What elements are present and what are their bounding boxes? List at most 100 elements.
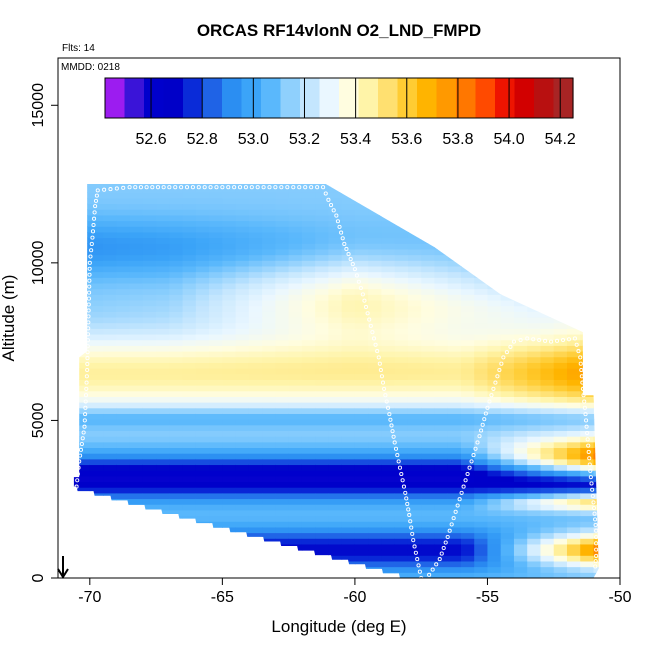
y-axis: 0 5000 10000 15000 bbox=[30, 83, 58, 582]
track-point bbox=[525, 336, 530, 341]
colorbar-swatch bbox=[456, 78, 477, 118]
track-point bbox=[360, 292, 365, 297]
colorbar-swatch bbox=[397, 78, 418, 118]
track-point bbox=[350, 262, 355, 267]
track-point bbox=[87, 290, 92, 295]
track-point bbox=[430, 567, 435, 572]
track-point bbox=[334, 213, 339, 218]
track-point bbox=[92, 216, 97, 221]
track-point bbox=[531, 337, 536, 342]
track-point bbox=[383, 393, 388, 398]
track-point bbox=[202, 185, 207, 190]
colorbar-swatch bbox=[202, 78, 223, 118]
track-point bbox=[554, 338, 560, 343]
track-point bbox=[190, 185, 195, 190]
track-point bbox=[393, 446, 399, 451]
track-point bbox=[90, 235, 95, 240]
track-point bbox=[461, 484, 466, 489]
track-point bbox=[94, 193, 99, 198]
track-point bbox=[84, 380, 89, 385]
track-point bbox=[249, 185, 254, 190]
track-point bbox=[87, 266, 92, 271]
track-point bbox=[511, 339, 517, 344]
colorbar-swatch bbox=[378, 78, 399, 118]
x-axis-label: Longitude (deg E) bbox=[271, 617, 406, 636]
x-axis: -70 -65 -60 -55 -50 bbox=[78, 577, 632, 606]
track-point bbox=[417, 569, 422, 574]
track-point bbox=[560, 338, 566, 343]
track-point bbox=[344, 246, 349, 252]
track-point bbox=[451, 516, 456, 521]
track-point bbox=[297, 185, 302, 190]
track-point bbox=[410, 531, 415, 536]
colorbar-tick-label: 54.2 bbox=[545, 131, 576, 148]
track-point bbox=[588, 475, 593, 480]
track-point bbox=[78, 453, 83, 458]
track-point bbox=[485, 405, 490, 410]
track-point bbox=[226, 185, 231, 190]
track-point bbox=[405, 501, 410, 506]
track-point bbox=[380, 380, 386, 385]
colorbar-tick-label: 54.0 bbox=[493, 131, 524, 148]
track-point bbox=[453, 509, 458, 514]
track-point bbox=[86, 314, 91, 319]
track-point bbox=[267, 185, 272, 190]
track-point bbox=[363, 304, 369, 310]
track-point bbox=[220, 185, 225, 190]
track-point bbox=[323, 191, 328, 196]
x-tick-label: -65 bbox=[211, 589, 234, 606]
track-point bbox=[589, 481, 594, 486]
track-point bbox=[127, 185, 132, 190]
track-point bbox=[483, 411, 488, 416]
track-point bbox=[583, 412, 588, 417]
colorbar-tick-label: 53.6 bbox=[391, 131, 422, 148]
track-point bbox=[593, 559, 598, 564]
track-point bbox=[508, 344, 513, 349]
track-point bbox=[406, 507, 411, 512]
track-point bbox=[588, 468, 593, 473]
track-point bbox=[75, 478, 80, 483]
track-point bbox=[397, 465, 403, 470]
track-point bbox=[83, 399, 88, 404]
track-point bbox=[85, 344, 90, 349]
track-point bbox=[89, 248, 94, 253]
track-point bbox=[328, 203, 334, 208]
track-point bbox=[92, 210, 97, 215]
track-point bbox=[91, 222, 96, 228]
colorbar-swatch bbox=[222, 78, 243, 118]
track-point bbox=[303, 185, 308, 190]
track-point bbox=[385, 405, 391, 410]
track-point bbox=[89, 241, 94, 246]
track-point bbox=[95, 188, 100, 193]
track-point bbox=[144, 185, 149, 190]
track-point bbox=[87, 284, 92, 289]
track-point bbox=[83, 405, 88, 410]
heatmap bbox=[63, 184, 599, 578]
track-point bbox=[232, 185, 237, 190]
track-point bbox=[591, 505, 597, 511]
track-point bbox=[82, 424, 87, 429]
colorbar-swatch bbox=[495, 78, 516, 118]
track-point bbox=[84, 386, 89, 391]
track-point bbox=[138, 185, 143, 190]
track-point bbox=[85, 356, 90, 361]
track-point bbox=[370, 330, 375, 335]
colorbar-tick-label: 53.4 bbox=[340, 131, 371, 148]
track-point bbox=[85, 361, 90, 367]
track-point bbox=[580, 386, 585, 391]
track-point bbox=[586, 449, 591, 454]
colorbar bbox=[104, 77, 574, 119]
colorbar-swatch bbox=[105, 78, 126, 118]
colorbar-tick-label: 53.2 bbox=[289, 131, 320, 148]
track-point bbox=[86, 320, 91, 325]
track-point bbox=[378, 367, 383, 373]
track-point bbox=[592, 511, 597, 516]
track-point bbox=[167, 185, 172, 190]
colorbar-swatch bbox=[514, 78, 535, 118]
track-point bbox=[85, 350, 90, 355]
track-point bbox=[403, 490, 408, 495]
track-point bbox=[279, 185, 284, 190]
track-point bbox=[348, 257, 353, 262]
colorbar-swatch bbox=[261, 78, 282, 118]
track-point bbox=[373, 342, 378, 347]
